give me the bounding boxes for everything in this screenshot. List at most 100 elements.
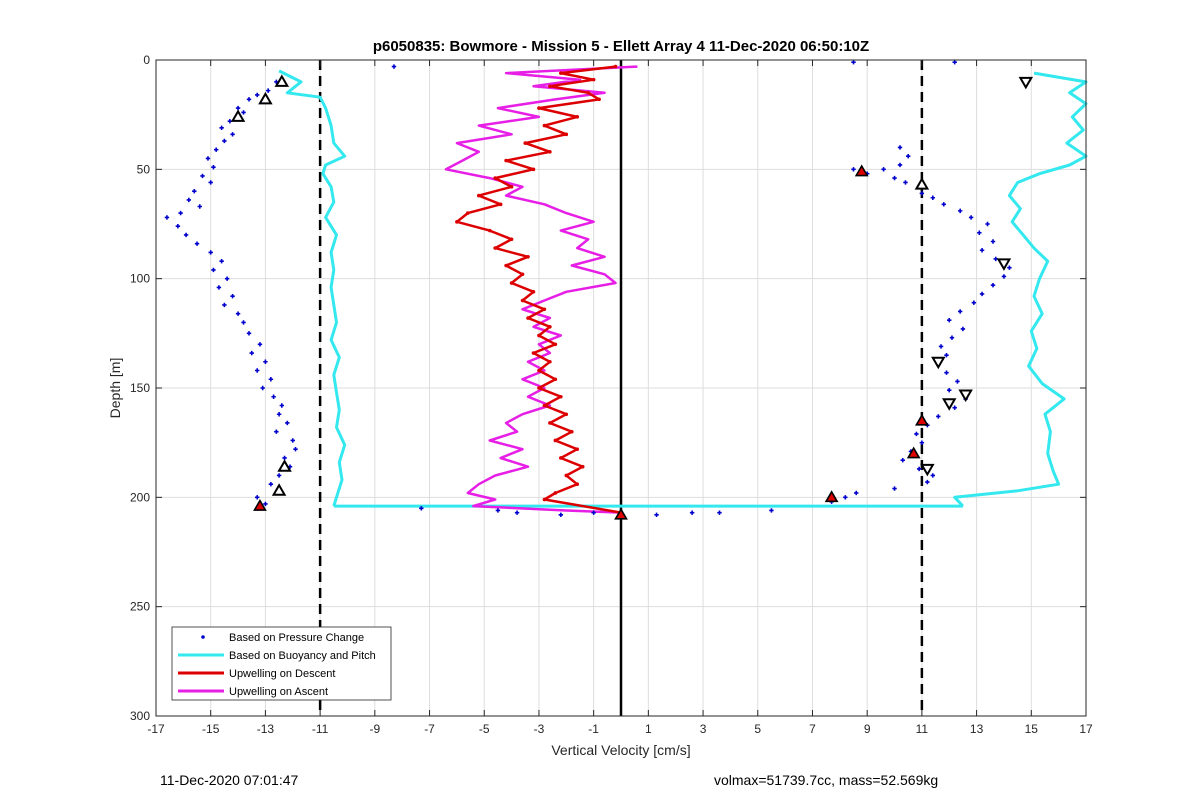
descent-point — [498, 202, 503, 207]
pressure-point — [1001, 274, 1007, 279]
x-tick-label: 7 — [809, 722, 816, 736]
descent-point — [569, 429, 574, 434]
descent-point — [575, 482, 580, 487]
triangle-filled-marker — [824, 490, 839, 503]
descent-point — [504, 263, 508, 268]
pressure-point — [241, 110, 246, 115]
descent-point — [509, 185, 514, 189]
pressure-point — [419, 506, 424, 511]
pressure-point — [990, 283, 996, 288]
pressure-point — [235, 311, 241, 316]
pressure-point — [175, 223, 181, 229]
x-tick-label: -17 — [147, 722, 165, 736]
pressure-point — [689, 510, 695, 515]
legend: Based on Pressure Change Based on Buoyanc… — [171, 626, 392, 701]
pressure-point — [224, 276, 230, 281]
pressure-point — [495, 508, 501, 513]
pressure-point — [947, 318, 952, 323]
pressure-point — [925, 479, 930, 485]
triangle-up-marker — [914, 177, 930, 190]
descent-point — [487, 228, 492, 233]
descent-point — [537, 368, 541, 373]
pressure-point — [276, 473, 282, 478]
y-tick-label: 250 — [130, 600, 150, 614]
pressure-point — [558, 512, 564, 518]
x-axis-label: Vertical Velocity [cm/s] — [551, 742, 690, 758]
buoyancy-left-line — [278, 69, 347, 507]
chart-title: p6050835: Bowmore - Mission 5 - Ellett A… — [373, 38, 869, 55]
x-tick-label: 1 — [645, 722, 652, 736]
pressure-point — [944, 353, 949, 358]
y-axis-label: Depth [m] — [107, 358, 123, 419]
x-tick-label: 5 — [754, 722, 761, 736]
pressure-point — [941, 202, 946, 207]
pressure-point — [897, 162, 903, 168]
pressure-point — [246, 331, 252, 336]
descent-point — [575, 447, 580, 452]
pressure-point — [216, 285, 222, 290]
y-axis-ticks: 0 50 100 150 200 250 300 — [130, 53, 1086, 723]
descent-point — [548, 150, 552, 154]
pressure-point — [197, 204, 202, 209]
pressure-point — [257, 342, 263, 347]
footer-volmax-mass: volmax=51739.7cc, mass=52.569kg — [714, 772, 939, 788]
triangle-up-marker — [230, 109, 246, 122]
pressure-point — [914, 431, 919, 437]
pressure-point — [241, 320, 246, 325]
descent-point — [537, 333, 541, 338]
descent-point — [553, 377, 558, 382]
pressure-point — [654, 512, 659, 518]
descent-point — [542, 403, 547, 408]
pressure-point — [192, 189, 197, 194]
descent-point — [548, 84, 552, 89]
pressure-point — [892, 486, 897, 491]
descent-point — [531, 167, 536, 172]
pressure-point — [892, 175, 897, 181]
reference-lines — [318, 60, 924, 716]
pressure-point — [183, 232, 189, 238]
pressure-point — [263, 501, 268, 507]
legend-label: Based on Pressure Change — [229, 632, 364, 644]
x-tick-label: -7 — [424, 722, 435, 736]
pressure-point — [255, 495, 260, 500]
x-tick-label: -11 — [312, 722, 329, 736]
x-tick-label: 9 — [864, 722, 871, 736]
descent-point — [504, 158, 508, 163]
x-tick-label: 13 — [970, 722, 984, 736]
descent-point — [476, 193, 481, 198]
pressure-point — [957, 208, 963, 214]
triangle-markers — [230, 74, 1034, 520]
pressure-point — [717, 510, 722, 515]
pressure-point — [219, 125, 224, 130]
descent-point — [564, 473, 569, 478]
pressure-point — [164, 215, 170, 220]
triangle-down-marker — [920, 463, 935, 477]
pressure-point — [930, 195, 936, 200]
pressure-point — [947, 387, 952, 393]
descent-point — [559, 456, 563, 460]
triangle-up-marker — [277, 459, 292, 472]
pressure-point — [952, 59, 957, 65]
pressure-point — [949, 335, 955, 340]
legend-label: Upwelling on Ascent — [229, 686, 328, 698]
y-tick-label: 200 — [130, 490, 150, 504]
y-tick-label: 50 — [137, 162, 151, 176]
pressure-point — [1007, 265, 1012, 270]
descent-point — [531, 289, 536, 294]
descent-point — [548, 359, 552, 364]
pressure-point — [211, 267, 216, 273]
descent-point — [542, 123, 547, 128]
triangle-down-marker — [996, 258, 1012, 271]
pressure-point — [960, 326, 966, 332]
descent-point — [455, 220, 459, 224]
pressure-point — [279, 403, 285, 408]
x-tick-label: -1 — [588, 722, 599, 736]
pressure-point — [930, 473, 936, 478]
triangle-up-marker — [274, 74, 290, 87]
pressure-point — [955, 379, 960, 384]
legend-label: Based on Buoyancy and Pitch — [229, 650, 376, 662]
descent-point — [493, 246, 497, 250]
triangle-up-marker — [271, 483, 287, 496]
triangle-filled-marker — [854, 164, 869, 177]
pressure-point — [222, 138, 227, 144]
